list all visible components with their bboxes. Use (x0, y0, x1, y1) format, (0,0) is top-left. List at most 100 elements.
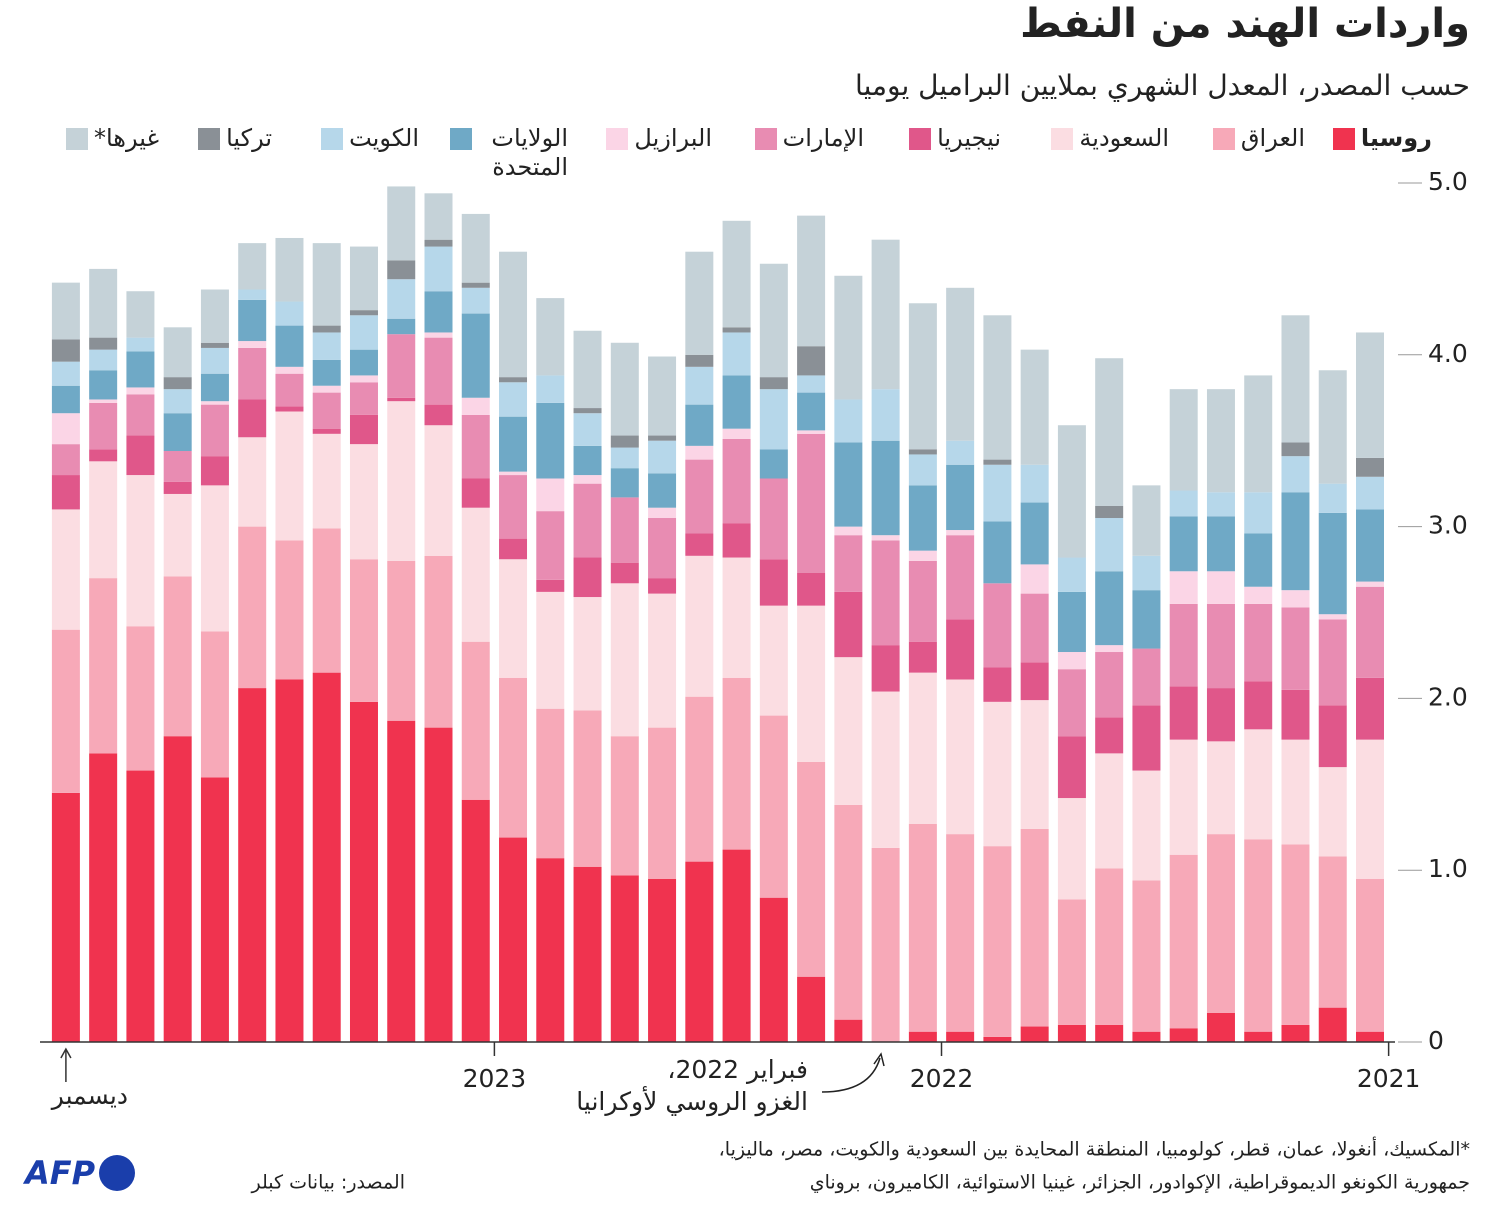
legend-swatch (1051, 128, 1074, 150)
bar-segment (648, 518, 677, 579)
bar-segment (1318, 1007, 1347, 1042)
bar-segment (759, 389, 788, 450)
bar-segment (648, 578, 677, 594)
bar-segment (722, 523, 751, 558)
legend-item: العراق (1212, 124, 1305, 153)
bar-segment (51, 444, 80, 476)
bar-segment (1095, 358, 1124, 506)
legend-swatch (65, 128, 88, 150)
bar-segment (1132, 1031, 1161, 1042)
y-tick-label: 3.0 (1428, 511, 1468, 540)
bar-segment (275, 540, 304, 680)
bar-segment (946, 464, 975, 531)
bar-segment (387, 318, 416, 335)
legend-swatch (321, 128, 344, 150)
bar-segment (424, 404, 453, 426)
bar-segment (871, 691, 900, 848)
bar-segment (424, 555, 453, 728)
legend-item: البرازيل (606, 124, 712, 153)
bar-segment (312, 428, 341, 434)
bar-segment (424, 246, 453, 292)
bar-segment (499, 837, 528, 1042)
bar-segment (685, 459, 714, 534)
bar-segment (1132, 555, 1161, 591)
bar-segment (759, 263, 788, 378)
bar-segment (946, 1031, 975, 1042)
bar-segment (312, 672, 341, 1042)
bar-segment (1281, 739, 1310, 845)
bar-segment (946, 679, 975, 835)
bar-segment (275, 237, 304, 302)
bar-segment (499, 475, 528, 539)
bar-segment (1356, 509, 1384, 582)
bar-segment (126, 337, 155, 352)
bar-segment (722, 332, 751, 376)
bar-segment (573, 413, 602, 446)
bar-segment (908, 672, 937, 824)
bar-segment (51, 361, 80, 386)
bar-segment (89, 402, 118, 450)
bar-segment (908, 823, 937, 1032)
bar-segment (1020, 828, 1049, 1027)
bar-segment (51, 413, 80, 445)
bar-segment (648, 435, 677, 441)
bar-segment (1318, 512, 1347, 615)
bar-segment (163, 413, 192, 452)
bar-segment (536, 298, 565, 376)
annotation: الغزو الروسي لأوكرانيا (576, 1085, 808, 1117)
bar-segment (648, 473, 677, 508)
bar-segment (1020, 593, 1049, 663)
bar-segment (722, 677, 751, 850)
bar-segment (685, 555, 714, 697)
bar-segment (1095, 645, 1124, 653)
bar-segment (536, 511, 565, 580)
bar-segment (461, 213, 490, 283)
bar-segment (461, 799, 490, 1042)
bar-segment (1169, 490, 1198, 517)
bar-segment (685, 354, 714, 367)
bar-segment (238, 399, 267, 438)
bar-segment (1057, 557, 1086, 592)
annotation: فبراير 2022، (667, 1055, 808, 1084)
bar-segment (797, 375, 826, 393)
legend-label: روسيا (1360, 124, 1432, 152)
legend-label: السعودية (1079, 124, 1169, 152)
bar-segment (461, 397, 490, 415)
bar-segment (536, 375, 565, 403)
bar-segment (312, 359, 341, 386)
bar-segment (722, 375, 751, 429)
bar-segment (499, 382, 528, 417)
bar-segment (1244, 586, 1273, 604)
bar-segment (163, 481, 192, 494)
bar-segment (610, 468, 639, 498)
bar-segment (1281, 315, 1310, 443)
bar-segment (648, 593, 677, 728)
bar-segment (1206, 571, 1235, 604)
bar-segment (387, 401, 416, 561)
bar-segment (163, 389, 192, 414)
bar-segment (238, 299, 267, 342)
bar-segment (1169, 571, 1198, 604)
bar-segment (648, 356, 677, 436)
bar-segment (200, 456, 229, 486)
bar-segment (759, 715, 788, 898)
bar-segment (1356, 878, 1384, 1032)
bar-segment (797, 430, 826, 434)
bar-segment (1020, 564, 1049, 594)
bar-segment (51, 385, 80, 414)
bar-segment (126, 435, 155, 476)
bar-segment (163, 736, 192, 1042)
bar-segment (424, 337, 453, 405)
bar-segment (722, 557, 751, 678)
bar-segment (163, 451, 192, 482)
bar-segment (349, 559, 378, 702)
bar-segment (349, 246, 378, 311)
bar-segment (163, 493, 192, 577)
bar-segment (1206, 688, 1235, 742)
bar-segment (685, 861, 714, 1042)
bar-segment (1020, 1026, 1049, 1042)
bar-segment (610, 497, 639, 563)
bar-segment (499, 377, 528, 383)
bar-segment (536, 579, 565, 592)
bar-segment (536, 478, 565, 512)
